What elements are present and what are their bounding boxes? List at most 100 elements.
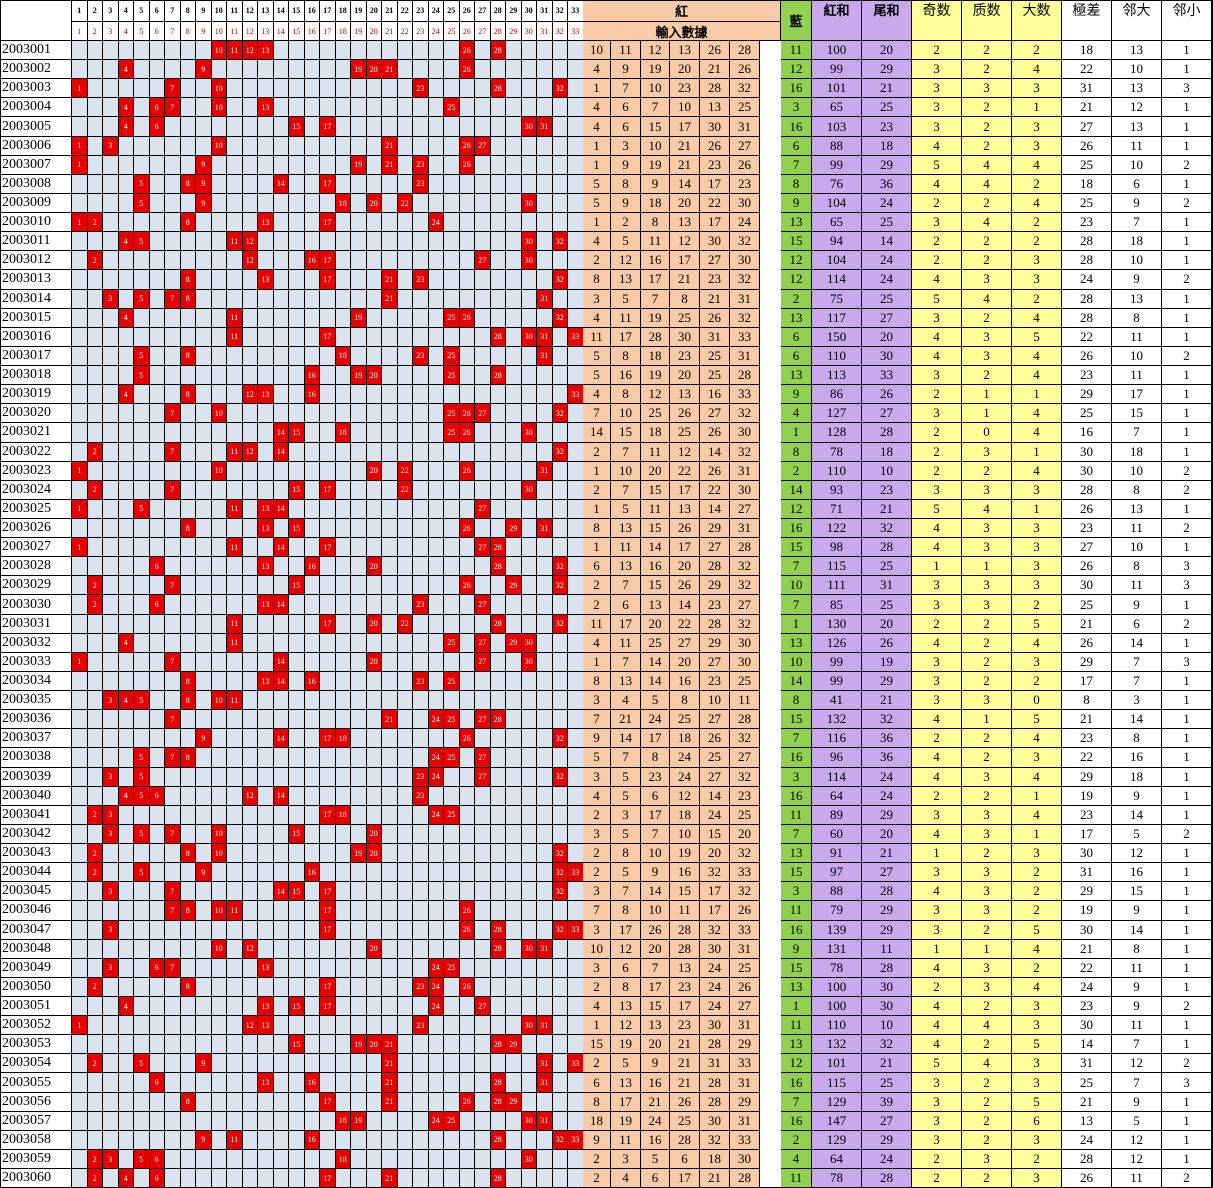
grid-cell[interactable]: [490, 213, 506, 233]
grid-cell[interactable]: [335, 1073, 351, 1093]
grid-cell[interactable]: [366, 1149, 382, 1170]
grid-cell[interactable]: [382, 98, 398, 118]
red-number-cell[interactable]: 6: [611, 958, 641, 978]
red-ball-marker[interactable]: 24: [428, 977, 444, 997]
grid-cell[interactable]: [211, 595, 227, 615]
grid-cell[interactable]: [258, 232, 274, 252]
grid-cell[interactable]: [273, 557, 289, 577]
adj-small-cell[interactable]: 1: [1162, 786, 1212, 806]
grid-cell[interactable]: [506, 41, 522, 61]
grid-cell[interactable]: [320, 1130, 336, 1150]
grid-cell[interactable]: [506, 404, 522, 424]
red-number-cell[interactable]: 11: [641, 499, 670, 519]
grid-cell[interactable]: [351, 98, 367, 118]
grid-cell[interactable]: [506, 1016, 522, 1036]
range-cell[interactable]: 22: [1062, 60, 1112, 80]
grid-cell[interactable]: [428, 576, 444, 596]
column-number-subheader[interactable]: 26: [459, 22, 475, 41]
odd-count-cell[interactable]: 2: [912, 786, 962, 806]
range-cell[interactable]: 30: [1062, 442, 1112, 462]
red-number-cell[interactable]: 24: [700, 997, 730, 1017]
red-ball-marker[interactable]: 29: [506, 1092, 522, 1112]
grid-cell[interactable]: [304, 576, 320, 596]
grid-cell[interactable]: [366, 786, 382, 806]
red-ball-marker[interactable]: 28: [490, 920, 506, 940]
grid-cell[interactable]: [320, 232, 336, 252]
grid-cell[interactable]: [552, 1111, 568, 1131]
row-period-label[interactable]: 2003055: [0, 1073, 72, 1093]
grid-cell[interactable]: [397, 671, 413, 692]
grid-cell[interactable]: [273, 327, 289, 347]
grid-cell[interactable]: [568, 270, 584, 290]
grid-cell[interactable]: [444, 538, 460, 558]
grid-cell[interactable]: [320, 98, 336, 118]
grid-cell[interactable]: [227, 60, 243, 80]
grid-cell[interactable]: [87, 920, 103, 940]
grid-cell[interactable]: [521, 824, 537, 845]
red-number-cell[interactable]: 2: [583, 576, 611, 596]
red-ball-marker[interactable]: 7: [165, 901, 181, 921]
red-ball-marker[interactable]: 21: [382, 136, 398, 156]
grid-cell[interactable]: [149, 423, 165, 443]
tail-sum-cell[interactable]: 27: [862, 308, 912, 328]
grid-cell[interactable]: [459, 174, 475, 194]
grid-cell[interactable]: [165, 1149, 181, 1170]
grid-cell[interactable]: [134, 1169, 150, 1188]
grid-cell[interactable]: [320, 595, 336, 615]
column-number-subheader[interactable]: 24: [428, 22, 444, 41]
grid-cell[interactable]: [459, 882, 475, 902]
red-ball-marker[interactable]: 28: [490, 710, 506, 730]
grid-cell[interactable]: [382, 308, 398, 328]
odd-count-cell[interactable]: 5: [912, 499, 962, 519]
grid-cell[interactable]: [397, 958, 413, 978]
grid-cell[interactable]: [382, 939, 398, 959]
odd-count-cell[interactable]: 3: [912, 652, 962, 672]
red-ball-marker[interactable]: 13: [258, 671, 274, 692]
grid-cell[interactable]: [180, 1054, 196, 1074]
red-number-cell[interactable]: 33: [730, 920, 760, 940]
red-sum-cell[interactable]: 100: [812, 997, 862, 1017]
adj-big-cell[interactable]: 7: [1112, 1073, 1162, 1093]
grid-cell[interactable]: [304, 958, 320, 978]
grid-cell[interactable]: [475, 327, 491, 347]
red-ball-marker[interactable]: 7: [165, 882, 181, 902]
grid-cell[interactable]: [304, 480, 320, 500]
grid-cell[interactable]: [537, 633, 553, 653]
grid-cell[interactable]: [366, 136, 382, 156]
grid-cell[interactable]: [103, 499, 119, 519]
grid-cell[interactable]: [537, 882, 553, 902]
red-sum-cell[interactable]: 114: [812, 767, 862, 787]
grid-cell[interactable]: [304, 346, 320, 367]
red-number-cell[interactable]: 9: [641, 1054, 670, 1074]
grid-cell[interactable]: [320, 844, 336, 864]
tail-sum-cell[interactable]: 29: [862, 671, 912, 692]
grid-cell[interactable]: [428, 729, 444, 749]
grid-cell[interactable]: [413, 633, 429, 653]
grid-cell[interactable]: [87, 366, 103, 386]
red-ball-marker[interactable]: 10: [211, 41, 227, 61]
grid-cell[interactable]: [103, 423, 119, 443]
grid-cell[interactable]: [506, 193, 522, 214]
red-ball-marker[interactable]: 14: [273, 786, 289, 806]
red-number-cell[interactable]: 30: [700, 232, 730, 252]
grid-cell[interactable]: [490, 786, 506, 806]
grid-cell[interactable]: [211, 729, 227, 749]
row-period-label[interactable]: 2003037: [0, 729, 72, 749]
grid-cell[interactable]: [459, 997, 475, 1017]
grid-cell[interactable]: [475, 423, 491, 443]
grid-cell[interactable]: [351, 117, 367, 137]
red-ball-marker[interactable]: 5: [134, 786, 150, 806]
grid-cell[interactable]: [475, 289, 491, 309]
grid-cell[interactable]: [444, 79, 460, 99]
red-number-cell[interactable]: 32: [730, 729, 760, 749]
grid-cell[interactable]: [475, 1130, 491, 1150]
grid-cell[interactable]: [180, 327, 196, 347]
grid-cell[interactable]: [490, 691, 506, 711]
grid-cell[interactable]: [211, 193, 227, 214]
blue-number-cell[interactable]: 9: [781, 193, 812, 214]
adj-big-cell[interactable]: 7: [1112, 213, 1162, 233]
red-ball-marker[interactable]: 24: [428, 1111, 444, 1131]
grid-cell[interactable]: [537, 767, 553, 787]
red-sum-cell[interactable]: 116: [812, 729, 862, 749]
red-ball-marker[interactable]: 20: [366, 60, 382, 80]
